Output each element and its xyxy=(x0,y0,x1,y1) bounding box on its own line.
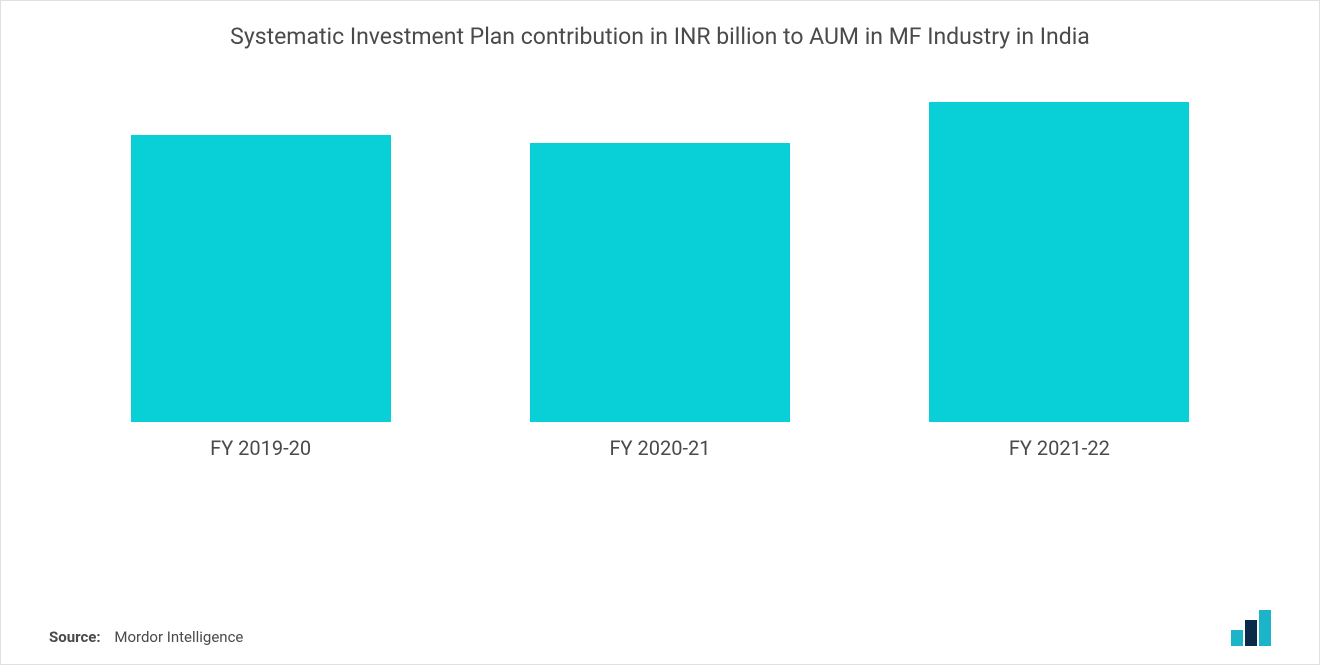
bar-label-2: FY 2021-22 xyxy=(1009,436,1110,460)
bar-label-1: FY 2020-21 xyxy=(609,436,710,460)
bar-0 xyxy=(131,135,391,422)
logo-bar-icon xyxy=(1231,630,1243,646)
brand-logo xyxy=(1231,610,1271,646)
source-label: Source: xyxy=(49,628,101,646)
chart-area: FY 2019-20 FY 2020-21 FY 2021-22 xyxy=(41,60,1279,520)
bar-col-2: FY 2021-22 xyxy=(860,102,1259,460)
bar-label-0: FY 2019-20 xyxy=(210,436,311,460)
logo-bar-icon xyxy=(1259,610,1271,646)
bar-2 xyxy=(929,102,1189,422)
source-line: Source: Mordor Intelligence xyxy=(49,628,243,646)
bars-container: FY 2019-20 FY 2020-21 FY 2021-22 xyxy=(41,60,1279,460)
source-value: Mordor Intelligence xyxy=(114,628,243,646)
bar-1 xyxy=(530,143,790,422)
footer: Source: Mordor Intelligence xyxy=(49,610,1271,646)
logo-bar-icon xyxy=(1245,620,1257,646)
bar-col-1: FY 2020-21 xyxy=(460,143,859,460)
chart-title: Systematic Investment Plan contribution … xyxy=(1,1,1319,60)
bar-col-0: FY 2019-20 xyxy=(61,135,460,460)
